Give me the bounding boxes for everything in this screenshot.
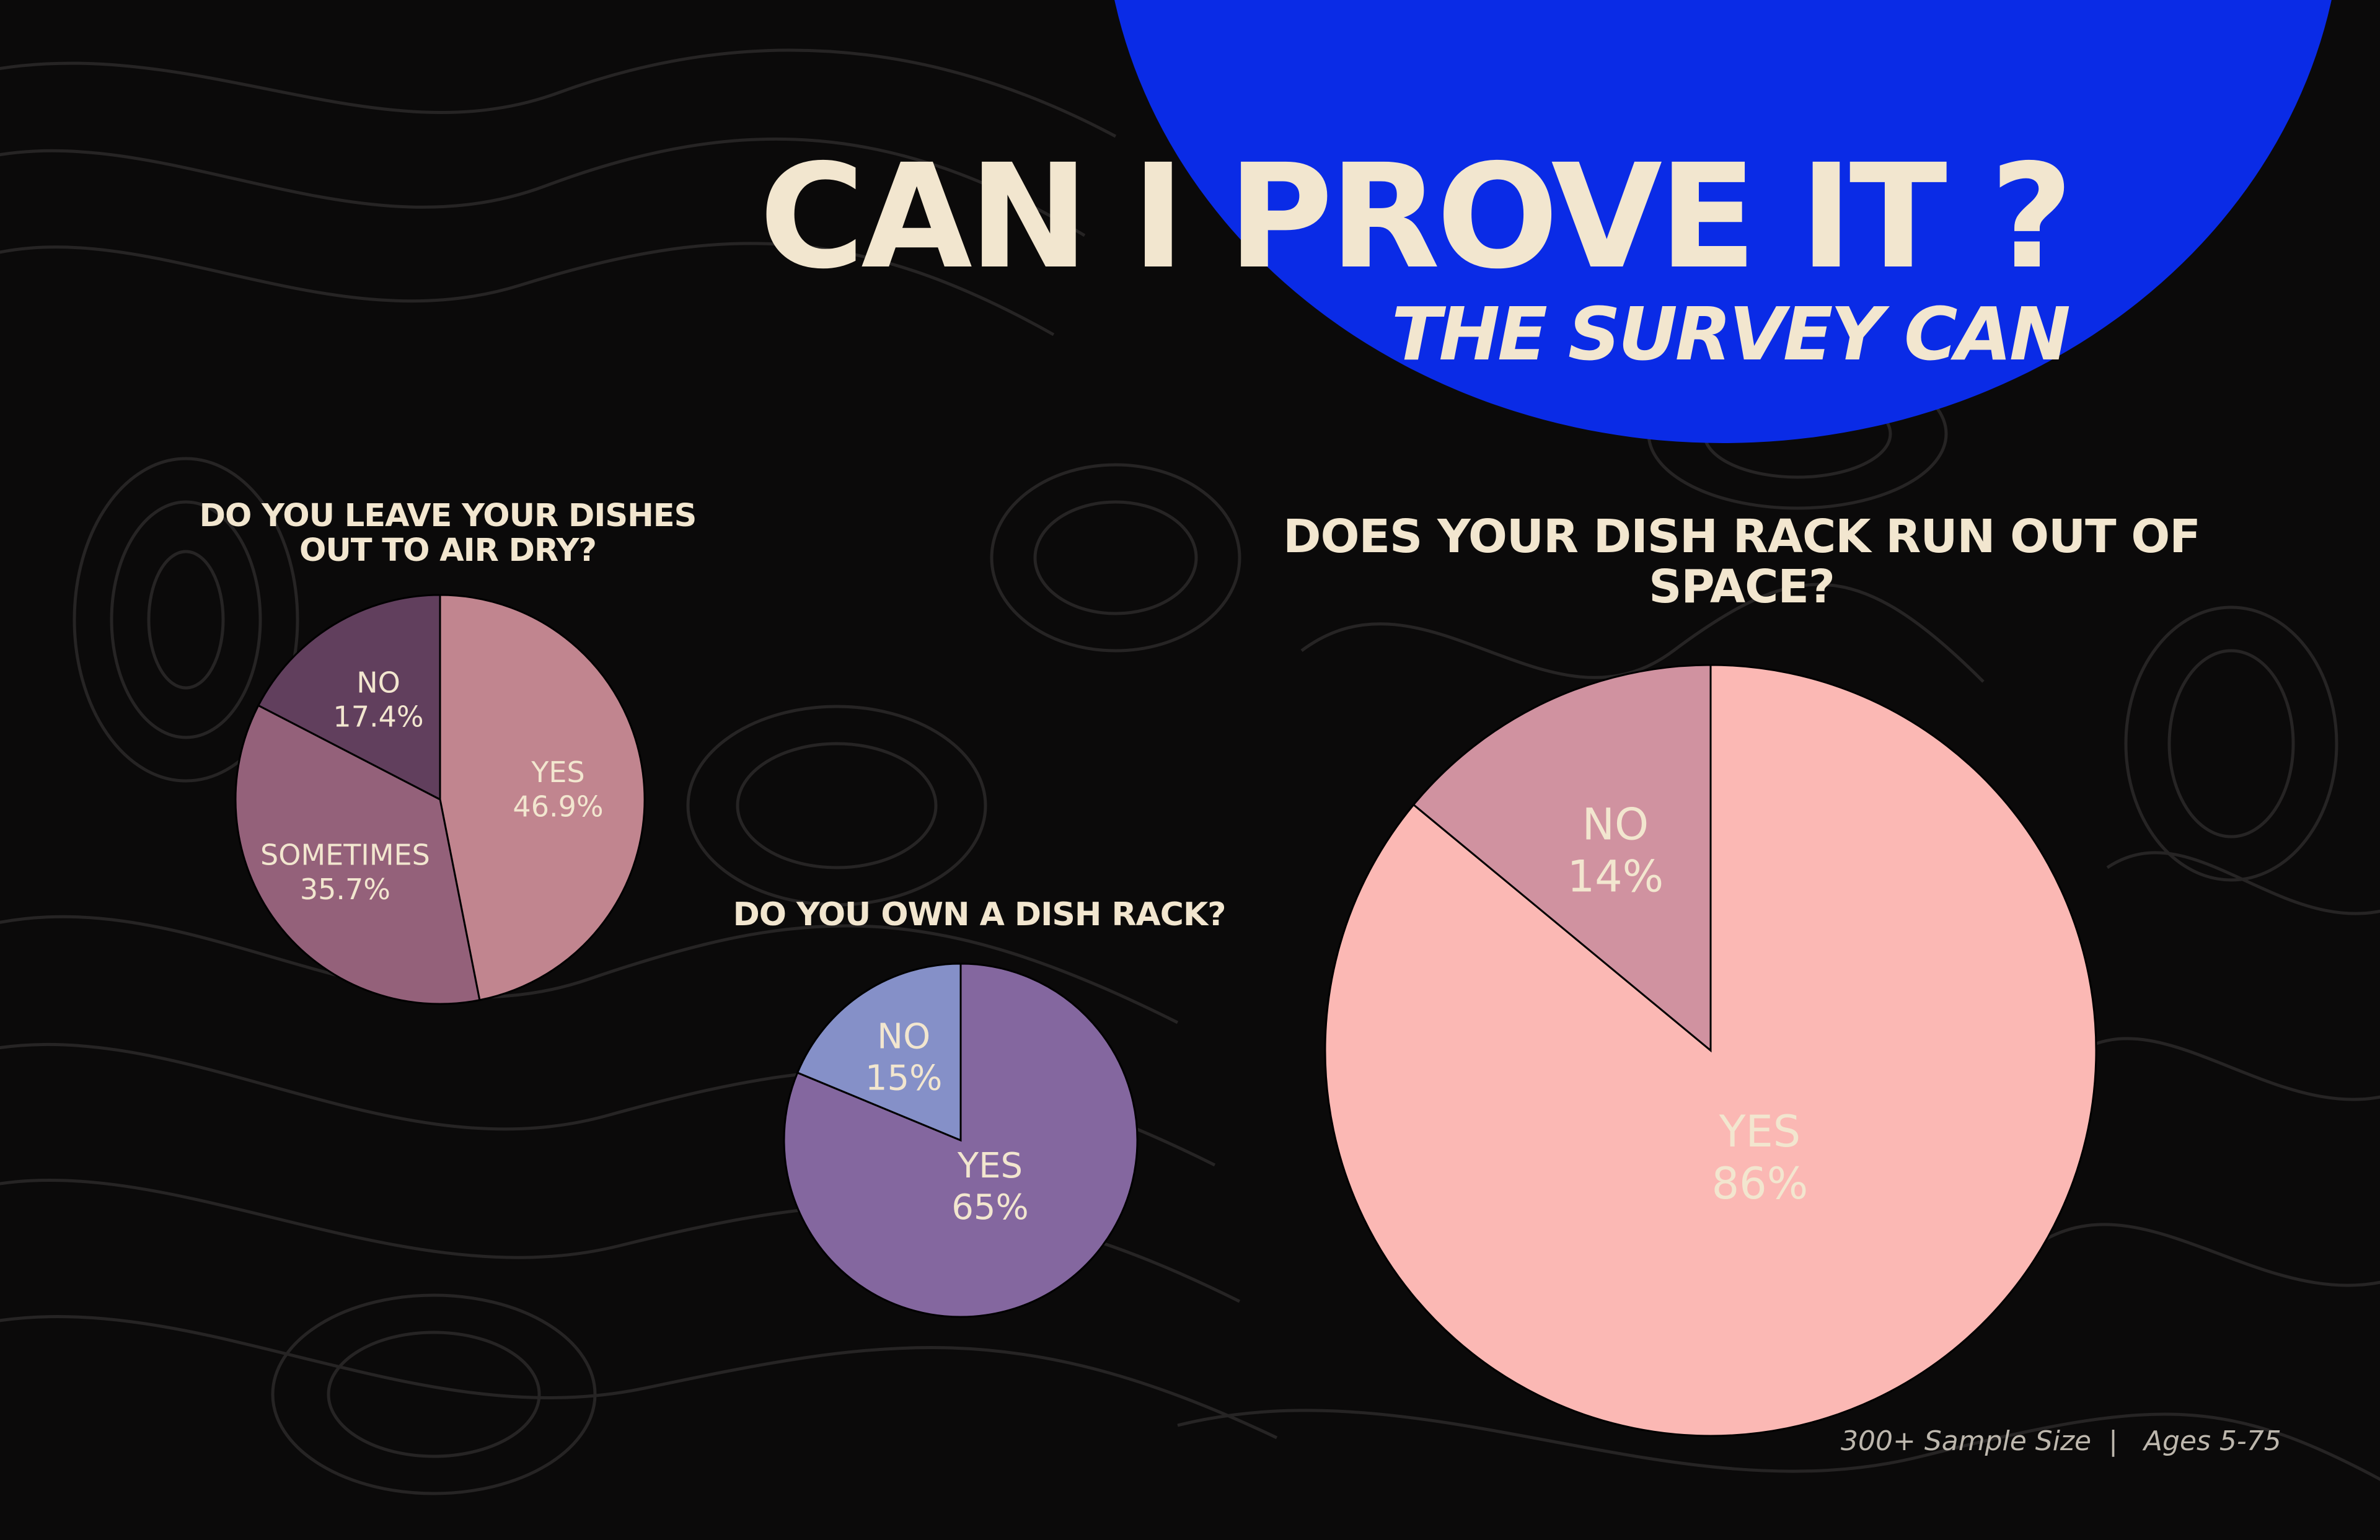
slice-label-yes: YES [1719, 1106, 1800, 1157]
slice-label-sometimes: SOMETIMES [260, 838, 430, 872]
footer-note: 300+ Sample Size | Ages 5-75 [1841, 1425, 2281, 1457]
page-subtitle: THE SURVEY CAN [1391, 291, 2071, 377]
slice-label-yes: YES [957, 1146, 1023, 1186]
footer-separator: | [2109, 1425, 2118, 1457]
slice-value-yes: 46.9% [513, 790, 603, 823]
footer-sample-size: 300+ Sample Size [1841, 1425, 2092, 1457]
slice-value-sometimes: 35.7% [300, 873, 390, 906]
slice-label-no: NO [1582, 799, 1649, 850]
slice-value-no: 17.4% [333, 700, 423, 733]
slice-value-no: 15% [865, 1058, 942, 1099]
question-run-out-of-space: DOES YOUR DISH RACK RUN OUT OF SPACE? [1283, 510, 2201, 614]
question-own-dish-rack: DO YOU OWN A DISH RACK? [733, 896, 1227, 933]
footer-ages: Ages 5-75 [2143, 1425, 2281, 1457]
slice-value-no: 14% [1567, 851, 1664, 902]
slice-label-no: NO [356, 666, 400, 699]
slice-label-no: NO [877, 1016, 930, 1057]
question-air-dry: DO YOU LEAVE YOUR DISHES OUT TO AIR DRY? [199, 498, 697, 570]
slice-label-yes: YES [531, 755, 584, 789]
pie-slice-no [257, 594, 441, 801]
pie-slice-no [1412, 664, 1712, 1053]
pie-slice-yes [439, 594, 646, 1001]
pie-slice-no [796, 962, 962, 1142]
slice-value-yes: 65% [951, 1187, 1028, 1228]
page-title: CAN I PROVE IT ? [759, 133, 2073, 301]
pie-slice-sometimes [234, 704, 481, 1005]
slice-value-yes: 86% [1712, 1158, 1809, 1209]
